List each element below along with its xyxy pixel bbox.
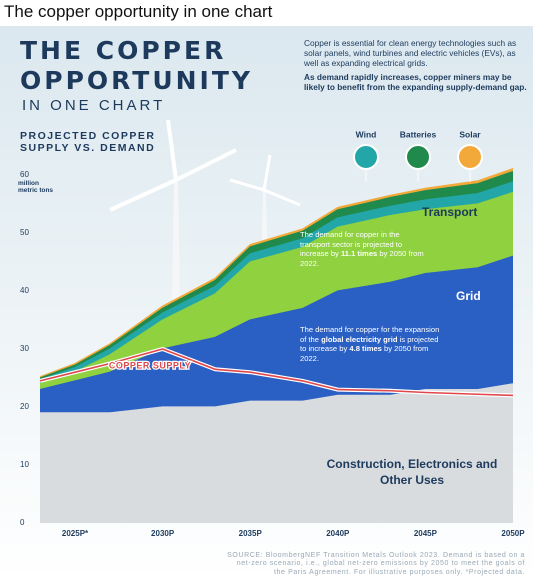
area-edge [39, 255, 514, 391]
annotation-text: global electricity grid [321, 334, 398, 344]
y-tick-label: 60 [20, 170, 29, 179]
x-tick-label: 2025P* [62, 529, 89, 538]
area-edge [39, 191, 514, 385]
headline-tail: IN ONE CHART [22, 97, 166, 114]
annotation-text: The demand for copper for the expansion … [300, 325, 440, 344]
annotation-text: 4.8 times [349, 344, 382, 353]
supply-label: COPPER SUPPLY [109, 360, 191, 370]
source-note: SOURCE: BloombergNEF Transition Metals O… [227, 551, 525, 576]
headline: THE COPPER [20, 36, 227, 65]
series-label: Transport [422, 205, 478, 219]
x-tick-label: 2030P [151, 529, 175, 538]
x-tick-label: 2050P [501, 529, 525, 538]
headline: OPPORTUNITY [20, 66, 254, 95]
y-tick-label: 20 [20, 402, 29, 411]
area-fill [40, 192, 513, 390]
annotation-text: is projected to increase by [300, 334, 439, 354]
intro-text: As demand rapidly increases, copper mine… [304, 72, 527, 92]
annotation-text: by 2050 from 2022. [300, 249, 424, 268]
annotation-text: by 2050 from 2022. [300, 344, 429, 363]
y-tick-label: 50 [20, 228, 29, 237]
x-tick-label: 2045P [414, 529, 438, 538]
area-fill [40, 256, 513, 413]
y-tick-label: 10 [20, 460, 29, 469]
y-tick-label: 30 [20, 344, 29, 353]
legend-icon [457, 144, 483, 170]
series-label: Construction, Electronics and Other Uses [326, 457, 498, 487]
area-fill [40, 383, 513, 523]
annotation: The demand for copper in the transport s… [300, 230, 430, 268]
page-caption: The copper opportunity in one chart [4, 2, 273, 21]
y-tick-label: 0 [20, 518, 25, 527]
y-tick-label: 40 [20, 286, 29, 295]
area-edge [39, 168, 514, 378]
x-tick-label: 2035P [239, 529, 263, 538]
legend-label: Solar [459, 129, 481, 139]
y-unit: million metric tons [18, 180, 54, 194]
area-edge [39, 181, 514, 381]
area-edge [40, 383, 514, 414]
x-tick-label: 2040P [326, 529, 350, 538]
legend-label: Wind [356, 129, 377, 139]
supply-line [39, 348, 514, 397]
legend-icon [405, 144, 431, 170]
series-label: Grid [456, 289, 481, 303]
legend-icon [353, 144, 379, 170]
area-edge [39, 170, 514, 379]
turbine-illustration [109, 119, 301, 300]
annotation-text: 11.1 times [340, 249, 378, 258]
annotation-text: The demand for copper in the transport s… [300, 230, 403, 258]
area-fill [40, 181, 513, 384]
chart-subtitle: PROJECTED COPPER SUPPLY VS. DEMAND [20, 130, 156, 154]
intro-text: Copper is essential for clean energy tec… [304, 38, 517, 68]
legend-label: Batteries [400, 129, 437, 139]
annotation: The demand for copper for the expansion … [300, 325, 440, 363]
